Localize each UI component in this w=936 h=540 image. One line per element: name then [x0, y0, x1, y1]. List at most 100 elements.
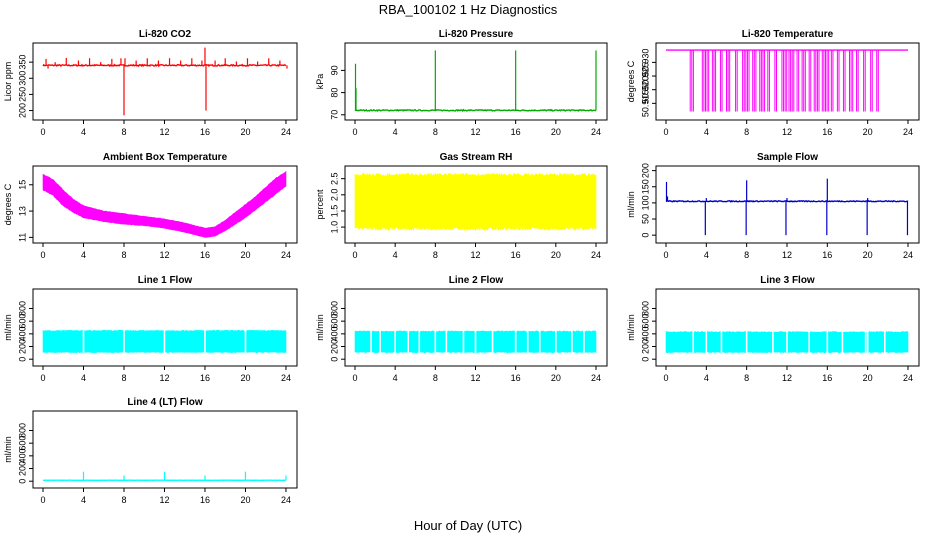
- y-axis-label: ml/min: [3, 314, 13, 341]
- x-tick-label: 20: [240, 250, 250, 260]
- x-tick-label: 0: [40, 373, 45, 383]
- x-tick-label: 0: [352, 373, 357, 383]
- y-axis-label: ml/min: [626, 191, 636, 218]
- y-tick-label: 800: [329, 301, 339, 316]
- panel-title: Line 2 Flow: [449, 275, 504, 286]
- y-tick-label: 1.5: [329, 205, 339, 218]
- y-tick-label: 50.925: [640, 62, 650, 90]
- x-tick-label: 20: [240, 373, 250, 383]
- x-tick-label: 24: [591, 373, 601, 383]
- panel-line4-flow: Line 4 (LT) Flow 0 4 8 12 16 20 24 0 200400600800…: [3, 397, 298, 505]
- y-tick-label: 200: [17, 461, 27, 476]
- panel-pressure: Li-820 Pressure 0 4 8 12 16 20 24 70 80 90 kPa: [315, 29, 608, 137]
- x-tick-label: 8: [121, 250, 126, 260]
- x-tick-label: 12: [782, 373, 792, 383]
- x-tick-label: 20: [551, 250, 561, 260]
- y-axis-label: degrees C: [626, 60, 636, 102]
- y-tick-label: 50.915: [640, 90, 650, 118]
- x-tick-label: 24: [903, 250, 913, 260]
- x-tick-label: 12: [159, 495, 169, 505]
- x-tick-label: 16: [511, 127, 521, 137]
- panel-title: Li-820 Temperature: [742, 29, 834, 40]
- y-tick-label: 90: [329, 65, 339, 75]
- x-tick-label: 4: [81, 250, 86, 260]
- x-tick-label: 24: [281, 373, 291, 383]
- y-axis-label: degrees C: [3, 183, 13, 225]
- y-tick-label: 80: [329, 88, 339, 98]
- y-tick-label: 200: [640, 339, 650, 354]
- y-tick-label: 400: [329, 326, 339, 341]
- x-tick-label: 20: [863, 127, 873, 137]
- y-tick-label: 50.930: [640, 49, 650, 77]
- y-tick-label: 50: [640, 214, 650, 224]
- y-tick-label: 200: [17, 339, 27, 354]
- x-tick-label: 24: [903, 127, 913, 137]
- x-tick-label: 4: [393, 250, 398, 260]
- x-tick-label: 16: [511, 373, 521, 383]
- x-tick-label: 24: [591, 127, 601, 137]
- y-tick-label: 13: [17, 206, 27, 216]
- x-tick-label: 24: [281, 127, 291, 137]
- y-axis-label: ml/min: [315, 314, 325, 341]
- panel-ambient-temp: Ambient Box Temperature 0 4 8 12 16 20 24 11 13 15…: [3, 152, 298, 260]
- x-tick-label: 16: [511, 250, 521, 260]
- panel-li820-temp: Li-820 Temperature 0 4 8 12 16 20 24 50.91550.92…: [626, 29, 920, 137]
- y-tick-label: 11: [17, 233, 27, 242]
- x-tick-label: 20: [863, 373, 873, 383]
- y-tick-label: 400: [17, 326, 27, 341]
- y-tick-label: 400: [17, 448, 27, 463]
- plot-frame: [344, 288, 608, 367]
- x-tick-label: 8: [121, 495, 126, 505]
- y-tick-label: 2.5: [329, 172, 339, 185]
- y-tick-label: 0: [640, 233, 650, 238]
- x-tick-label: 4: [81, 495, 86, 505]
- y-tick-label: 800: [17, 423, 27, 438]
- y-tick-label: 70: [329, 110, 339, 120]
- panel-title: Ambient Box Temperature: [103, 152, 228, 163]
- y-tick-label: 1.0: [329, 221, 339, 234]
- x-tick-label: 8: [433, 127, 438, 137]
- x-tick-label: 24: [281, 495, 291, 505]
- x-tick-label: 4: [704, 127, 709, 137]
- y-tick-label: 200: [17, 103, 27, 118]
- y-tick-label: 100: [640, 195, 650, 210]
- main-title: RBA_100102 1 Hz Diagnostics: [378, 2, 558, 17]
- plot-frame: [32, 410, 298, 489]
- panel-title: Line 3 Flow: [760, 275, 815, 286]
- x-tick-label: 8: [121, 373, 126, 383]
- x-tick-label: 4: [704, 250, 709, 260]
- plot-frame: [32, 288, 298, 367]
- plot-frame: [32, 165, 298, 244]
- x-tick-label: 16: [822, 373, 832, 383]
- x-tick-label: 16: [200, 495, 210, 505]
- x-tick-label: 24: [903, 373, 913, 383]
- y-tick-label: 600: [640, 314, 650, 329]
- x-tick-label: 16: [200, 373, 210, 383]
- y-tick-label: 600: [17, 436, 27, 451]
- y-tick-label: 200: [329, 339, 339, 354]
- x-tick-label: 12: [470, 250, 480, 260]
- y-tick-label: 0: [329, 357, 339, 362]
- x-tick-label: 0: [663, 250, 668, 260]
- y-tick-label: 800: [17, 301, 27, 316]
- plot-frame: [32, 42, 298, 121]
- x-axis-title: Hour of Day (UTC): [413, 518, 523, 533]
- series-line: [354, 108, 597, 113]
- x-tick-label: 4: [704, 373, 709, 383]
- x-tick-label: 20: [551, 373, 561, 383]
- x-tick-label: 4: [81, 127, 86, 137]
- x-tick-label: 20: [863, 250, 873, 260]
- y-tick-label: 800: [640, 301, 650, 316]
- panel-title: Line 1 Flow: [138, 275, 193, 286]
- x-tick-label: 8: [744, 373, 749, 383]
- x-tick-label: 12: [159, 250, 169, 260]
- x-tick-label: 0: [40, 127, 45, 137]
- x-tick-label: 0: [352, 250, 357, 260]
- panel-gas-rh: Gas Stream RH 0 4 8 12 16 20 24 1.0 1.5 2.0 2.5 perc…: [315, 152, 608, 260]
- x-tick-label: 8: [433, 373, 438, 383]
